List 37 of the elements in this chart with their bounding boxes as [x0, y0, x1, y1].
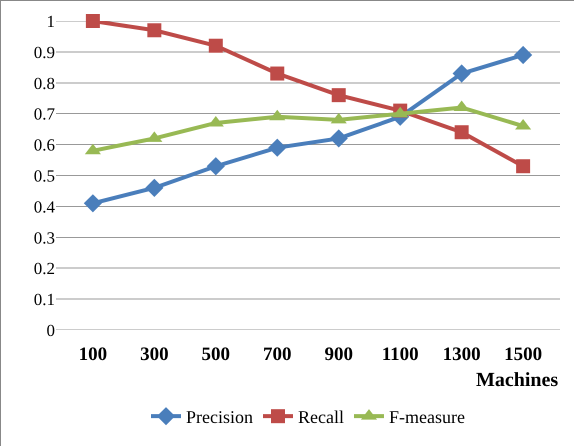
y-tick-label: 0.1	[34, 290, 55, 310]
point	[332, 88, 346, 102]
legend-label: F-measure	[388, 407, 465, 428]
legend-label: Recall	[298, 407, 344, 428]
y-tick-label: 0.2	[34, 259, 55, 278]
x-tick-label: 300	[140, 344, 169, 365]
y-tick-label: 0.7	[34, 104, 56, 124]
point	[330, 129, 348, 148]
point	[452, 64, 471, 83]
point	[514, 46, 532, 64]
point	[147, 23, 162, 38]
x-axis-title: Machines	[476, 369, 558, 391]
point	[454, 125, 469, 140]
y-tick-label: 0.8	[34, 74, 55, 93]
y-tick-label: 0.5	[34, 166, 55, 186]
y-tick-label: 0.9	[34, 42, 55, 62]
y-tick-label: 0.4	[34, 197, 56, 216]
point	[206, 157, 225, 176]
x-tick-label: 1500	[504, 344, 542, 365]
x-tick-label: 1300	[442, 344, 481, 365]
x-tick-label: 1100	[382, 344, 419, 365]
y-tick-label: 0.3	[34, 228, 55, 248]
point	[145, 178, 164, 197]
y-tick-label: 1	[46, 12, 55, 31]
x-tick-label: 100	[78, 344, 108, 365]
x-tick-label: 900	[324, 344, 353, 365]
point	[268, 138, 286, 157]
point	[86, 14, 100, 28]
point	[84, 194, 102, 212]
x-tick-label: 500	[202, 344, 230, 365]
point	[270, 66, 284, 81]
x-tick-label: 700	[263, 344, 292, 365]
legend-label: Precision	[186, 407, 253, 428]
y-tick-label: 0.6	[34, 136, 55, 155]
y-tick-label: 0	[46, 320, 55, 340]
point	[516, 159, 530, 174]
point	[208, 38, 223, 53]
